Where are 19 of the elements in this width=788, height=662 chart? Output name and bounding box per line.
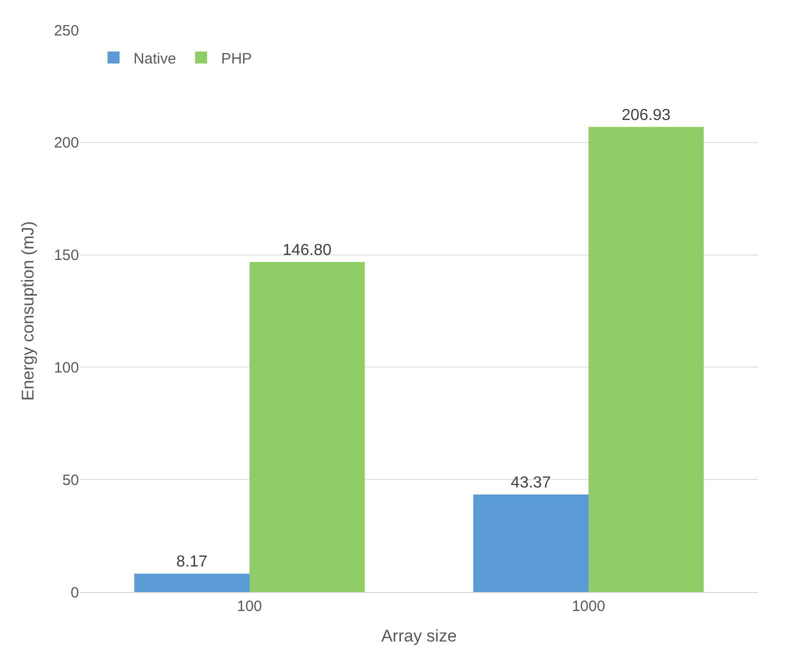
y-tick-label: 200 bbox=[54, 134, 79, 152]
data-label: 43.37 bbox=[510, 474, 551, 492]
y-tick-label: 0 bbox=[70, 584, 79, 602]
x-tick-label: 1000 bbox=[572, 598, 606, 615]
data-label: 206.93 bbox=[622, 106, 671, 124]
bar bbox=[473, 494, 588, 592]
legend-label: Native bbox=[134, 50, 176, 68]
y-tick-label: 150 bbox=[54, 247, 79, 264]
y-tick-label: 100 bbox=[54, 359, 79, 376]
legend-label: PHP bbox=[221, 50, 252, 68]
y-tick-label: 50 bbox=[62, 472, 79, 489]
bar bbox=[588, 126, 704, 592]
data-label: 146.80 bbox=[282, 242, 332, 259]
bar bbox=[134, 574, 250, 592]
y-tick-label: 250 bbox=[54, 22, 79, 40]
y-axis-title: Energy consuption (mJ) bbox=[18, 221, 38, 401]
data-label: 8.17 bbox=[176, 554, 208, 571]
x-axis-title: Array size bbox=[381, 626, 457, 646]
bar bbox=[250, 262, 365, 592]
